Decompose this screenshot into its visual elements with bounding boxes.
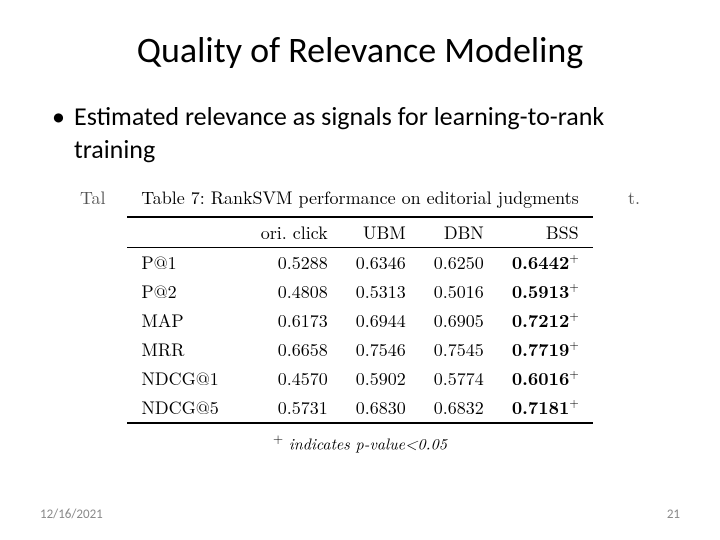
table-caption: Tal Table 7: RankSVM performance on edit… bbox=[80, 185, 640, 210]
caption-ghost-left: Tal bbox=[80, 185, 106, 210]
cell-metric: MAP bbox=[127, 306, 246, 335]
cell-metric: P@1 bbox=[127, 248, 246, 278]
cell-dbn: 0.7545 bbox=[420, 335, 498, 364]
slide-title: Quality of Relevance Modeling bbox=[40, 28, 680, 72]
footnote-text: indicates p-value<0.05 bbox=[283, 431, 447, 454]
cell-bss: 0.6442+ bbox=[498, 248, 593, 278]
table-row: P@20.48080.53130.50160.5913+ bbox=[127, 277, 592, 306]
cell-ori: 0.4808 bbox=[247, 277, 342, 306]
cell-ubm: 0.5313 bbox=[342, 277, 420, 306]
cell-metric: NDCG@5 bbox=[127, 393, 246, 423]
cell-ori: 0.4570 bbox=[247, 364, 342, 393]
col-ubm: UBM bbox=[342, 217, 420, 248]
cell-ubm: 0.6944 bbox=[342, 306, 420, 335]
cell-bss: 0.7719+ bbox=[498, 335, 593, 364]
col-dbn: DBN bbox=[420, 217, 498, 248]
col-metric bbox=[127, 217, 246, 248]
table-figure: Tal Table 7: RankSVM performance on edit… bbox=[80, 185, 640, 454]
footer-date: 12/16/2021 bbox=[40, 507, 103, 522]
cell-ubm: 0.7546 bbox=[342, 335, 420, 364]
table-body: P@10.52880.63460.62500.6442+P@20.48080.5… bbox=[127, 248, 592, 424]
cell-bss: 0.6016+ bbox=[498, 364, 593, 393]
cell-ubm: 0.6830 bbox=[342, 393, 420, 423]
caption-main: Table 7: RankSVM performance on editoria… bbox=[139, 185, 581, 210]
cell-dbn: 0.5016 bbox=[420, 277, 498, 306]
table-row: NDCG@10.45700.59020.57740.6016+ bbox=[127, 364, 592, 393]
cell-ubm: 0.6346 bbox=[342, 248, 420, 278]
table-row: MAP0.61730.69440.69050.7212+ bbox=[127, 306, 592, 335]
table-footnote: + indicates p-value<0.05 bbox=[80, 428, 640, 454]
cell-ubm: 0.5902 bbox=[342, 364, 420, 393]
footnote-symbol: + bbox=[273, 428, 283, 447]
cell-metric: MRR bbox=[127, 335, 246, 364]
cell-bss: 0.7212+ bbox=[498, 306, 593, 335]
table-header-row: ori. click UBM DBN BSS bbox=[127, 217, 592, 248]
table-row: NDCG@50.57310.68300.68320.7181+ bbox=[127, 393, 592, 423]
cell-metric: P@2 bbox=[127, 277, 246, 306]
cell-bss: 0.7181+ bbox=[498, 393, 593, 423]
cell-ori: 0.6173 bbox=[247, 306, 342, 335]
slide: Quality of Relevance Modeling Estimated … bbox=[0, 0, 720, 540]
cell-dbn: 0.5774 bbox=[420, 364, 498, 393]
cell-ori: 0.5731 bbox=[247, 393, 342, 423]
table-row: P@10.52880.63460.62500.6442+ bbox=[127, 248, 592, 278]
table-row: MRR0.66580.75460.75450.7719+ bbox=[127, 335, 592, 364]
bullet-list: Estimated relevance as signals for learn… bbox=[48, 100, 680, 165]
cell-ori: 0.6658 bbox=[247, 335, 342, 364]
cell-dbn: 0.6832 bbox=[420, 393, 498, 423]
cell-bss: 0.5913+ bbox=[498, 277, 593, 306]
cell-dbn: 0.6905 bbox=[420, 306, 498, 335]
bullet-item: Estimated relevance as signals for learn… bbox=[48, 100, 680, 165]
cell-ori: 0.5288 bbox=[247, 248, 342, 278]
cell-dbn: 0.6250 bbox=[420, 248, 498, 278]
col-ori: ori. click bbox=[247, 217, 342, 248]
caption-ghost-right: t. bbox=[628, 185, 640, 210]
footer-page-number: 21 bbox=[667, 507, 680, 522]
col-bss: BSS bbox=[498, 217, 593, 248]
results-table: ori. click UBM DBN BSS P@10.52880.63460.… bbox=[127, 216, 592, 424]
cell-metric: NDCG@1 bbox=[127, 364, 246, 393]
